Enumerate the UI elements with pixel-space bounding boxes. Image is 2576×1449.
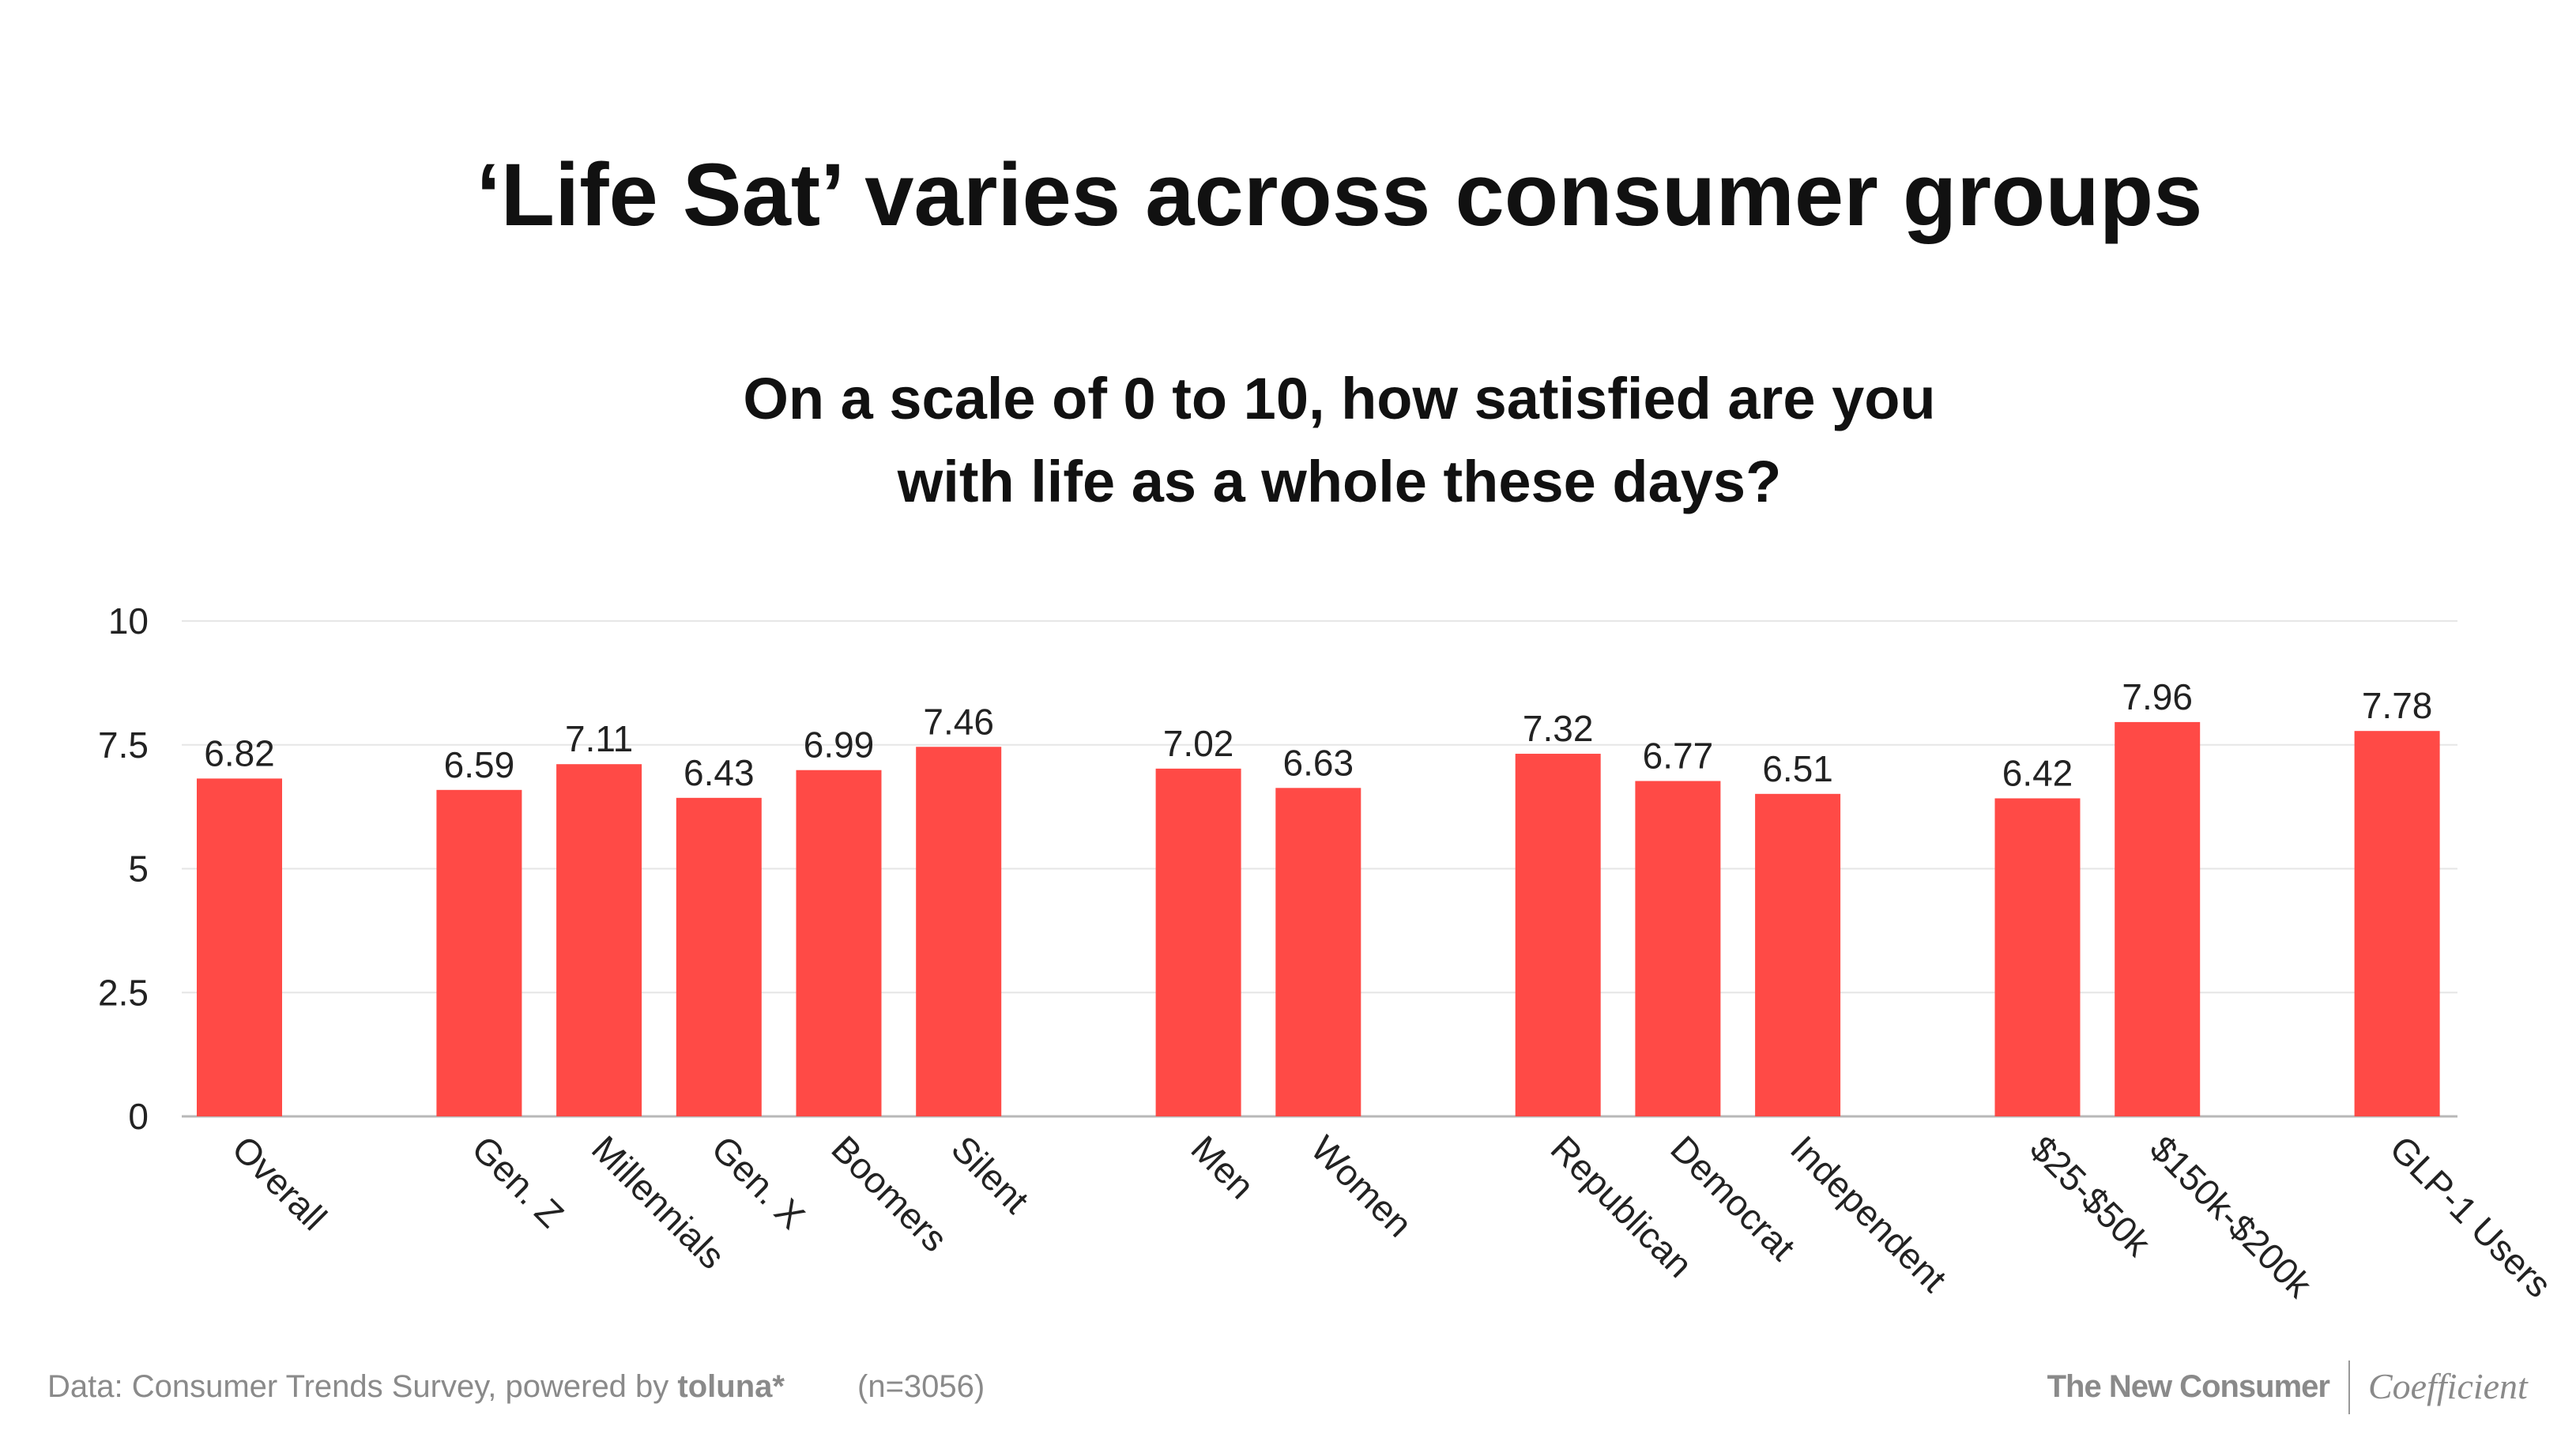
category-label: $25-$50k <box>2022 1127 2159 1264</box>
value-label: 6.42 <box>2002 752 2073 793</box>
y-tick-label: 7.5 <box>98 724 149 766</box>
category-label: Overall <box>224 1127 335 1238</box>
toluna-logo: toluna* <box>677 1369 785 1404</box>
value-label: 7.32 <box>1523 708 1594 749</box>
value-label: 7.78 <box>2362 685 2433 726</box>
value-label: 6.59 <box>444 744 515 785</box>
chart-subtitle-line-2: with life as a whole these days? <box>897 449 1782 514</box>
y-tick-label: 10 <box>108 600 149 642</box>
bar <box>556 764 642 1116</box>
category-label: Gen. X <box>704 1127 813 1236</box>
category-label: $150k-$200k <box>2142 1127 2321 1306</box>
chart-subtitle-line-1: On a scale of 0 to 10, how satisfied are… <box>743 366 1935 431</box>
value-label: 6.82 <box>204 732 275 773</box>
bar <box>197 778 282 1116</box>
bar <box>676 797 762 1116</box>
category-label: Women <box>1303 1127 1420 1244</box>
chart-title: ‘Life Sat’ varies across consumer groups <box>476 145 2203 244</box>
value-label: 7.11 <box>565 718 633 759</box>
value-label: 6.77 <box>1643 736 1714 777</box>
category-label: Gen. Z <box>464 1127 571 1235</box>
value-label: 7.46 <box>923 701 994 742</box>
bar <box>796 770 882 1116</box>
coefficient-logo: Coefficient <box>2368 1366 2529 1406</box>
bar <box>1635 781 1721 1116</box>
bar <box>916 747 1002 1116</box>
footer-source: Data: Consumer Trends Survey, powered by… <box>47 1369 785 1404</box>
value-label: 7.96 <box>2122 676 2193 717</box>
y-tick-label: 2.5 <box>98 972 149 1013</box>
bar <box>1155 768 1241 1116</box>
bars <box>197 721 2440 1116</box>
value-label: 6.43 <box>684 752 755 793</box>
y-tick-label: 5 <box>128 849 149 890</box>
bar <box>2354 731 2440 1116</box>
value-label: 6.63 <box>1283 742 1354 783</box>
value-label: 6.51 <box>1762 748 1833 789</box>
bar <box>1515 754 1601 1116</box>
value-labels: 6.82 6.59 7.11 6.43 6.99 7.46 7.02 6.63 7.32 6.77… <box>204 676 2432 794</box>
bar <box>2115 721 2201 1116</box>
value-label: 6.99 <box>804 724 875 766</box>
category-label: Boomers <box>823 1127 955 1259</box>
category-label: Independent <box>1783 1127 1955 1300</box>
footer-source-text: Data: Consumer Trends Survey, powered by <box>47 1369 677 1404</box>
value-label: 7.02 <box>1163 723 1234 764</box>
bar <box>1994 798 2081 1116</box>
y-tick-label: 0 <box>128 1096 149 1137</box>
bar <box>1755 793 1841 1116</box>
the-new-consumer-logo: The New Consumer <box>2047 1369 2330 1404</box>
category-label: GLP-1 Users <box>2382 1127 2560 1305</box>
category-label: Silent <box>943 1127 1037 1221</box>
category-label: Men <box>1184 1127 1263 1206</box>
bar <box>1275 788 1361 1116</box>
footer-sample-size: (n=3056) <box>857 1369 985 1404</box>
bar <box>436 789 522 1116</box>
